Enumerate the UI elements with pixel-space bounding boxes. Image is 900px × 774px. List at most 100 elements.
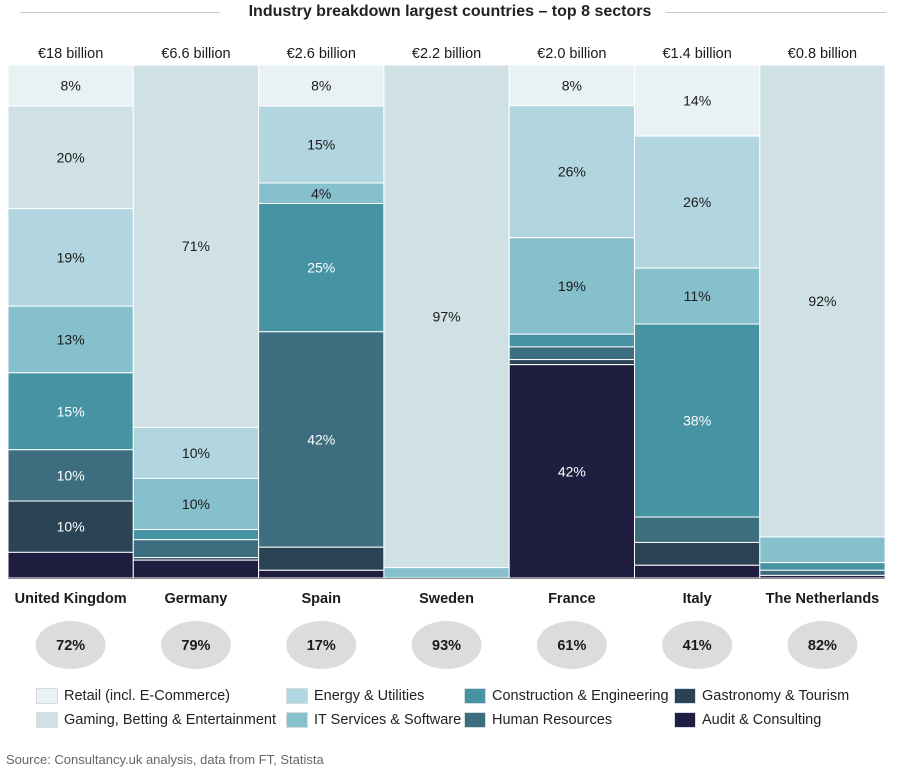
title-rule-right (666, 12, 886, 13)
share-label-sweden: 93% (432, 638, 461, 654)
data-label-spain-construction-engineering: 25% (307, 260, 335, 276)
data-label-spain-retail-incl-e-commerce: 8% (311, 78, 331, 94)
bar-segment-france-gastronomy-tourism (508, 359, 636, 366)
bar-segment-spain-construction-engineering (258, 203, 385, 333)
chart-title: Industry breakdown largest countries – t… (234, 3, 666, 20)
legend-item: Energy & Utilities (286, 686, 424, 706)
bar-segment-united-kingdom-audit-consulting (7, 551, 134, 579)
legend-swatch (674, 688, 696, 704)
bar-segment-sweden-it-services-software (383, 567, 510, 579)
bar-segment-spain-audit-consulting (258, 569, 385, 579)
share-label-italy: 41% (683, 638, 712, 654)
total-label-spain: €2.6 billion (287, 46, 356, 62)
bar-segment-sweden-gaming-betting-entertainment (383, 64, 510, 569)
legend-swatch (286, 688, 308, 704)
share-badge-sweden (411, 621, 482, 669)
total-label-the-netherlands: €0.8 billion (788, 46, 857, 62)
share-badge-spain (286, 621, 357, 669)
bar-segment-germany-construction-engineering (132, 529, 260, 541)
data-label-united-kingdom-it-services-software: 13% (57, 331, 85, 347)
bar-segment-the-netherlands-construction-engineering (759, 562, 886, 571)
bar-segment-united-kingdom-energy-utilities (7, 208, 134, 307)
data-label-sweden-gaming-betting-entertainment: 97% (433, 308, 461, 324)
share-label-germany: 79% (181, 638, 210, 654)
bar-segment-the-netherlands-human-resources (759, 569, 886, 576)
legend-label: Gaming, Betting & Entertainment (64, 712, 276, 728)
legend-swatch (36, 712, 58, 728)
share-label-the-netherlands: 82% (808, 638, 837, 654)
total-label-germany: €6.6 billion (161, 46, 230, 62)
total-label-france: €2.0 billion (537, 46, 606, 62)
category-label-france: France (548, 591, 596, 607)
data-label-united-kingdom-gastronomy-tourism: 10% (57, 519, 85, 535)
bar-segment-france-retail-incl-e-commerce (508, 64, 636, 107)
bar-segment-italy-construction-engineering (634, 323, 761, 518)
legend-label: Audit & Consulting (702, 712, 822, 728)
bar-segment-italy-retail-incl-e-commerce (634, 64, 761, 137)
legend-label: Construction & Engineering (492, 688, 669, 704)
stacked-bar-chart: 8% 20% 19% 13% 15% 10% 10% €18 billion United Ki… (7, 46, 886, 669)
legend-label: Human Resources (492, 712, 613, 728)
bar-segment-italy-human-resources (634, 516, 761, 543)
total-label-sweden: €2.2 billion (412, 46, 481, 62)
legend-item: Human Resources (464, 710, 612, 730)
category-label-united-kingdom: United Kingdom (15, 591, 127, 607)
data-label-united-kingdom-construction-engineering: 15% (57, 403, 85, 419)
data-label-germany-energy-utilities: 10% (182, 445, 210, 461)
data-label-germany-gaming-betting-entertainment: 71% (182, 238, 210, 254)
bar-segment-france-audit-consulting (508, 364, 636, 579)
legend-label: Retail (incl. E-Commerce) (64, 688, 230, 704)
bar-segment-united-kingdom-it-services-software (7, 305, 134, 374)
bar-segment-united-kingdom-human-resources (7, 449, 134, 502)
category-label-spain: Spain (302, 591, 341, 607)
legend-swatch (674, 712, 696, 728)
data-label-spain-energy-utilities: 15% (307, 137, 335, 153)
chart-title-wrap: Industry breakdown largest countries – t… (0, 3, 900, 21)
bar-segment-germany-it-services-software (132, 477, 260, 531)
bar-segment-france-construction-engineering (508, 333, 636, 348)
legend-item: IT Services & Software (286, 710, 461, 730)
total-label-italy: €1.4 billion (662, 46, 731, 62)
category-label-the-netherlands: The Netherlands (766, 591, 880, 607)
legend-swatch (36, 688, 58, 704)
bar-segment-united-kingdom-construction-engineering (7, 372, 134, 451)
legend-swatch (286, 712, 308, 728)
data-label-italy-retail-incl-e-commerce: 14% (683, 93, 711, 109)
data-label-united-kingdom-gaming-betting-entertainment: 20% (57, 149, 85, 165)
bar-segment-germany-energy-utilities (132, 426, 260, 479)
bar-segment-spain-retail-incl-e-commerce (258, 64, 385, 107)
bar-segment-germany-human-resources (132, 539, 260, 559)
title-rule-left (20, 12, 220, 13)
bar-segment-italy-energy-utilities (634, 135, 761, 269)
legend-item: Construction & Engineering (464, 686, 669, 706)
share-badge-germany (160, 621, 231, 669)
data-label-italy-energy-utilities: 26% (683, 194, 711, 210)
legend-label: Gastronomy & Tourism (702, 688, 850, 704)
bar-segment-germany-gaming-betting-entertainment (132, 64, 260, 428)
bar-segment-the-netherlands-gaming-betting-entertainment (759, 64, 886, 538)
data-label-the-netherlands-gaming-betting-entertainment: 92% (808, 293, 836, 309)
data-label-france-retail-incl-e-commerce: 8% (562, 77, 582, 93)
bar-segment-spain-human-resources (258, 331, 385, 548)
share-badge-the-netherlands (787, 621, 858, 669)
share-label-france: 61% (557, 638, 586, 654)
legend-item: Retail (incl. E-Commerce) (36, 686, 230, 706)
data-label-spain-it-services-software: 4% (311, 185, 331, 201)
total-label-united-kingdom: €18 billion (38, 46, 103, 62)
data-label-united-kingdom-human-resources: 10% (57, 467, 85, 483)
data-label-italy-construction-engineering: 38% (683, 413, 711, 429)
data-label-spain-human-resources: 42% (307, 431, 335, 447)
source-note: Source: Consultancy.uk analysis, data fr… (6, 752, 324, 767)
bar-segment-spain-gastronomy-tourism (258, 546, 385, 571)
data-label-united-kingdom-energy-utilities: 19% (57, 249, 85, 265)
data-label-france-energy-utilities: 26% (558, 164, 586, 180)
category-label-italy: Italy (683, 591, 712, 607)
bar-segment-france-energy-utilities (508, 105, 636, 239)
bar-segment-united-kingdom-retail-incl-e-commerce (7, 64, 134, 107)
legend-label: Energy & Utilities (314, 688, 425, 704)
bar-segment-the-netherlands-audit-consulting (759, 574, 886, 579)
share-label-united-kingdom: 72% (56, 638, 85, 654)
bar-segment-italy-it-services-software (634, 267, 761, 325)
legend: Retail (incl. E-Commerce) Gaming, Betting… (36, 686, 886, 734)
legend-label: IT Services & Software (314, 712, 462, 728)
